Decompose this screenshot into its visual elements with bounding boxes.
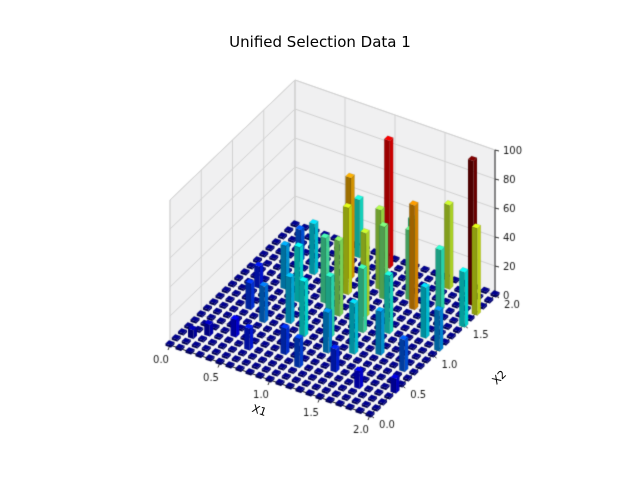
chart-title: Unified Selection Data 1	[229, 33, 411, 51]
